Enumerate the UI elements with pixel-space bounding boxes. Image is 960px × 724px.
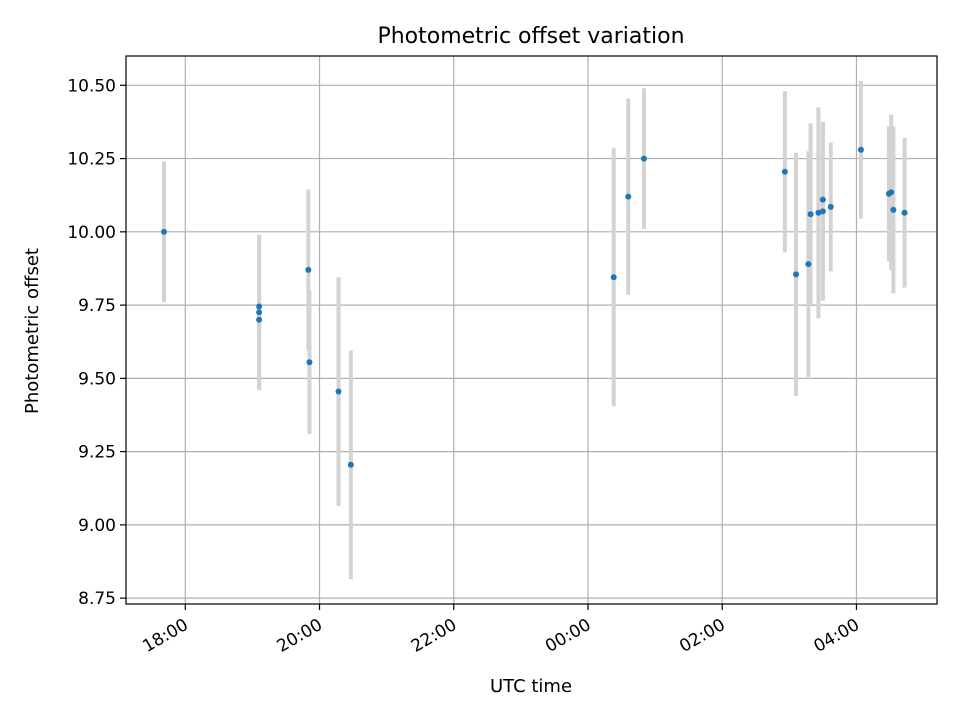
y-tick-label: 9.25 [78,443,116,463]
error-bars [162,80,907,580]
x-axis-label: UTC time [490,676,572,697]
x-tick-label: 00:00 [542,615,594,657]
data-points [161,146,908,468]
data-point [793,271,800,278]
y-tick-label: 9.00 [78,516,116,536]
data-point [625,193,632,200]
x-tick-label: 20:00 [274,615,326,657]
labels: Photometric offset variation UTC time Ph… [22,24,685,697]
y-tick-label: 10.50 [67,76,116,96]
y-tick-label: 9.75 [78,296,116,316]
data-point [256,309,263,316]
data-point [305,266,312,273]
data-point [890,206,897,213]
x-tick-label: 22:00 [408,615,460,657]
chart-title: Photometric offset variation [377,24,684,49]
data-point [781,168,788,175]
y-tick-label: 10.00 [67,223,116,243]
data-point [347,461,354,468]
x-tick-label: 18:00 [139,615,191,657]
y-tick-label: 10.25 [67,150,116,170]
grid [126,56,937,604]
data-point [901,209,908,216]
y-tick-label: 9.50 [78,369,116,389]
data-point [805,261,812,268]
data-point [610,274,617,281]
data-point [256,303,263,310]
data-point [807,211,814,218]
x-tick-label: 02:00 [676,615,728,657]
data-point [827,203,834,210]
data-point [306,359,313,366]
y-tick-label: 8.75 [78,589,116,609]
data-point [857,146,864,153]
data-point [888,189,895,196]
plot-frame [125,55,938,605]
data-point [335,388,342,395]
data-point [256,316,263,323]
data-point [161,228,168,235]
data-point [819,208,826,215]
y-axis-label: Photometric offset [22,248,43,414]
data-point [819,196,826,203]
x-tick-label: 04:00 [811,615,863,657]
data-point [640,155,647,162]
